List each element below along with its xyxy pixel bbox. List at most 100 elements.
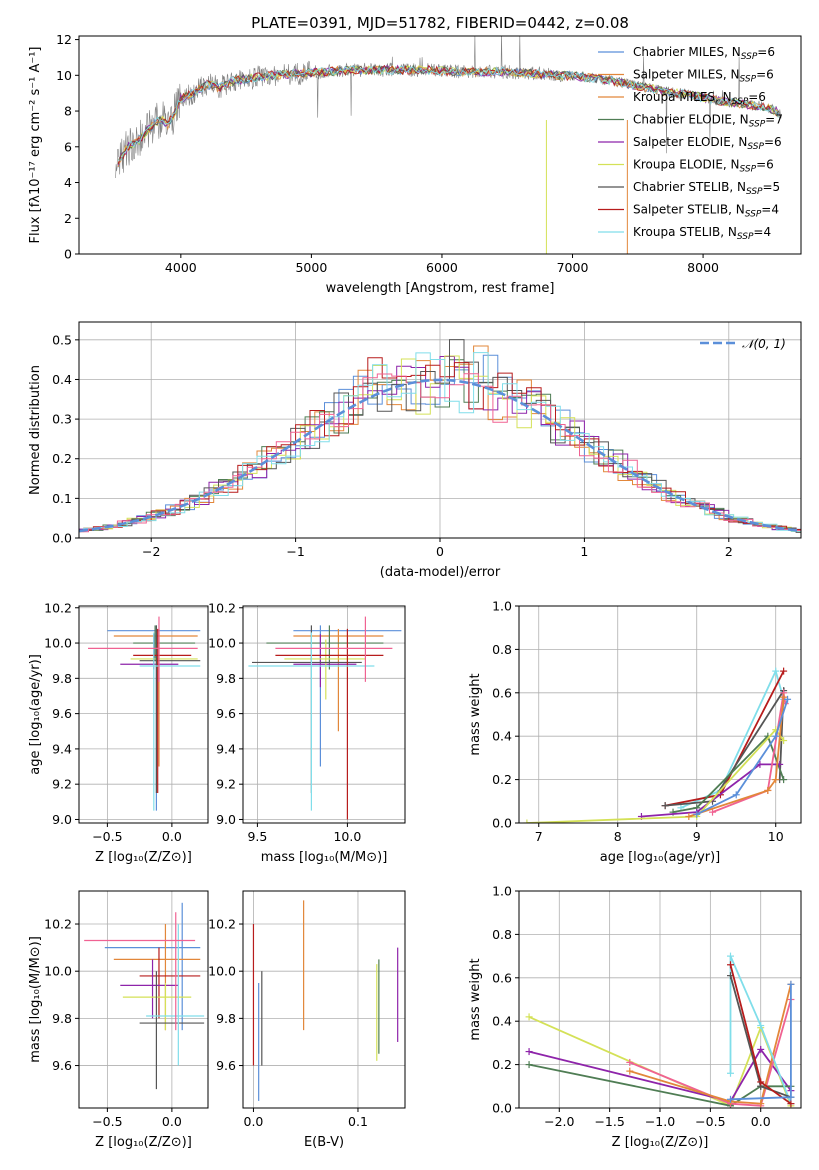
x-tick-label: 4000 (165, 260, 197, 275)
legend-entry-sub: SSP (745, 210, 762, 220)
legend-entry-tail: =4 (761, 203, 779, 217)
y-tick-label: 0.4 (492, 729, 512, 744)
weight-marker (787, 1093, 795, 1101)
legend-entry-sub: SSP (747, 142, 764, 152)
y-tick-label: 0.0 (492, 1101, 512, 1116)
errorbar-point (130, 639, 198, 668)
y-tick-label: 9.0 (216, 812, 236, 827)
y-tick-label: 0.6 (492, 685, 512, 700)
y-tick-label: 12 (56, 32, 72, 47)
weight-line (629, 999, 792, 1107)
y-tick-label: 0.1 (52, 491, 72, 506)
legend-entry-main: Kroupa STELIB, N (633, 225, 737, 239)
legend-entry-main: Chabrier ELODIE, N (633, 113, 749, 127)
y-tick-label: 9.4 (52, 741, 72, 756)
y-axis-label: age [log₁₀(age/yr)] (28, 654, 43, 775)
y-axis-label: Normed distribution (28, 365, 43, 495)
weight-line (528, 1047, 792, 1103)
errorbar-point (139, 625, 201, 794)
errorbar-point (139, 632, 201, 811)
x-tick-label: 10.0 (333, 829, 361, 844)
weight-line (729, 955, 792, 1105)
x-tick-label: −2.0 (544, 1114, 574, 1129)
errorbar-point (104, 902, 201, 1031)
legend-entry-sub: SSP (732, 97, 749, 107)
y-tick-label: 9.6 (52, 706, 72, 721)
y-tick-label: 8 (64, 104, 72, 119)
x-tick-label: 6000 (426, 260, 458, 275)
panel-age-vs-z: −0.5 0.0 9.0 9.2 9.4 9.6 9.8 10.0 10.2 Z [log₁₀(Z… (28, 600, 209, 865)
x-tick-label: −0.5 (92, 829, 122, 844)
legend-entry: Salpeter ELODIE, NSSP=6 (633, 135, 782, 152)
errorbar-point (139, 947, 201, 1019)
weight-marker (732, 791, 740, 799)
weight-line (672, 734, 785, 813)
y-tick-label: 0.0 (52, 531, 72, 546)
legend-entry: Kroupa MILES, NSSP=6 (633, 90, 766, 107)
y-tick-label: 9.6 (216, 1058, 236, 1073)
errorbar-point (293, 634, 357, 688)
panel-age-vs-mass: 9.5 10.0 9.0 9.2 9.4 9.6 9.8 10.0 10.2 mass [log₁… (208, 600, 406, 865)
panel-mass-vs-ebv: 0.0 0.1 9.6 9.8 10.0 10.2 E(B-V) (208, 890, 406, 1150)
plot-area (525, 952, 795, 1108)
weight-marker (661, 802, 669, 810)
y-tick-label: 10.2 (208, 600, 236, 615)
panel-weight-vs-age: 7 8 9 10 0.0 0.2 0.4 0.6 0.8 1.0 age [log₁₀(age/yr… (468, 599, 802, 865)
y-tick-label: 10.0 (208, 964, 236, 979)
legend-entry: Chabrier ELODIE, NSSP=7 (633, 113, 783, 130)
x-axis-label: age [log₁₀(age/yr)] (600, 850, 721, 865)
y-tick-label: 9.8 (216, 671, 236, 686)
y-tick-label: 9.2 (52, 777, 72, 792)
y-tick-label: 9.2 (216, 777, 236, 792)
y-tick-label: 10.2 (208, 917, 236, 932)
x-tick-label: −1.0 (645, 1114, 675, 1129)
weight-line (641, 763, 780, 818)
plot-area (252, 900, 399, 1101)
errorbar-point (248, 632, 375, 811)
legend-entry-sub: SSP (737, 232, 754, 242)
legend-entry: Chabrier MILES, NSSP=6 (633, 45, 775, 62)
x-tick-label: 8 (614, 829, 622, 844)
x-axis-label: Z [log₁₀(Z/Z⊙)] (95, 850, 192, 865)
weight-marker (780, 667, 788, 675)
weight-marker (784, 695, 792, 703)
plot-area (523, 667, 792, 823)
legend-entry: 𝒩(0, 1) (742, 337, 786, 351)
weight-marker (523, 819, 531, 823)
errorbar-point (146, 924, 205, 1066)
weight-line (688, 697, 785, 818)
y-tick-label: 9.6 (52, 1058, 72, 1073)
errorbar-point (113, 628, 198, 767)
legend-entry-main: Chabrier STELIB, N (633, 180, 746, 194)
legend-entry-main: Salpeter STELIB, N (633, 203, 745, 217)
y-tick-label: 9.0 (52, 812, 72, 827)
errorbar-point (88, 616, 198, 682)
x-tick-label: 7000 (557, 260, 589, 275)
axes-frame (518, 890, 802, 1109)
x-tick-label: 0.0 (162, 829, 182, 844)
axes-frame (78, 321, 802, 539)
errorbar-point (252, 625, 362, 794)
weight-marker (757, 1078, 765, 1086)
plot-area (88, 616, 201, 811)
weight-line (696, 699, 789, 816)
y-tick-label: 9.8 (52, 1011, 72, 1026)
panel-mass-vs-z: −0.5 0.0 9.6 9.8 10.0 10.2 Z [log₁₀(Z/Z⊙)] mass… (28, 890, 209, 1150)
weight-marker (757, 1045, 765, 1053)
legend-entry-sub: SSP (746, 187, 763, 197)
weight-marker (772, 732, 780, 740)
x-axis-label: Z [log₁₀(Z/Z⊙)] (95, 1135, 192, 1150)
x-tick-label: 2 (725, 544, 733, 559)
plot-area (115, 36, 782, 254)
legend-entry-tail: =4 (753, 225, 771, 239)
y-tick-label: 9.6 (216, 706, 236, 721)
axes-frame (78, 890, 209, 1109)
y-tick-label: 9.8 (216, 1011, 236, 1026)
y-tick-label: 2 (64, 211, 72, 226)
y-tick-label: 9.8 (52, 671, 72, 686)
errorbar-point (284, 639, 366, 700)
errorbar-point (275, 616, 393, 682)
legend-entry: Kroupa STELIB, NSSP=4 (633, 225, 771, 242)
weight-marker (626, 1067, 634, 1075)
x-tick-label: 10 (768, 829, 784, 844)
